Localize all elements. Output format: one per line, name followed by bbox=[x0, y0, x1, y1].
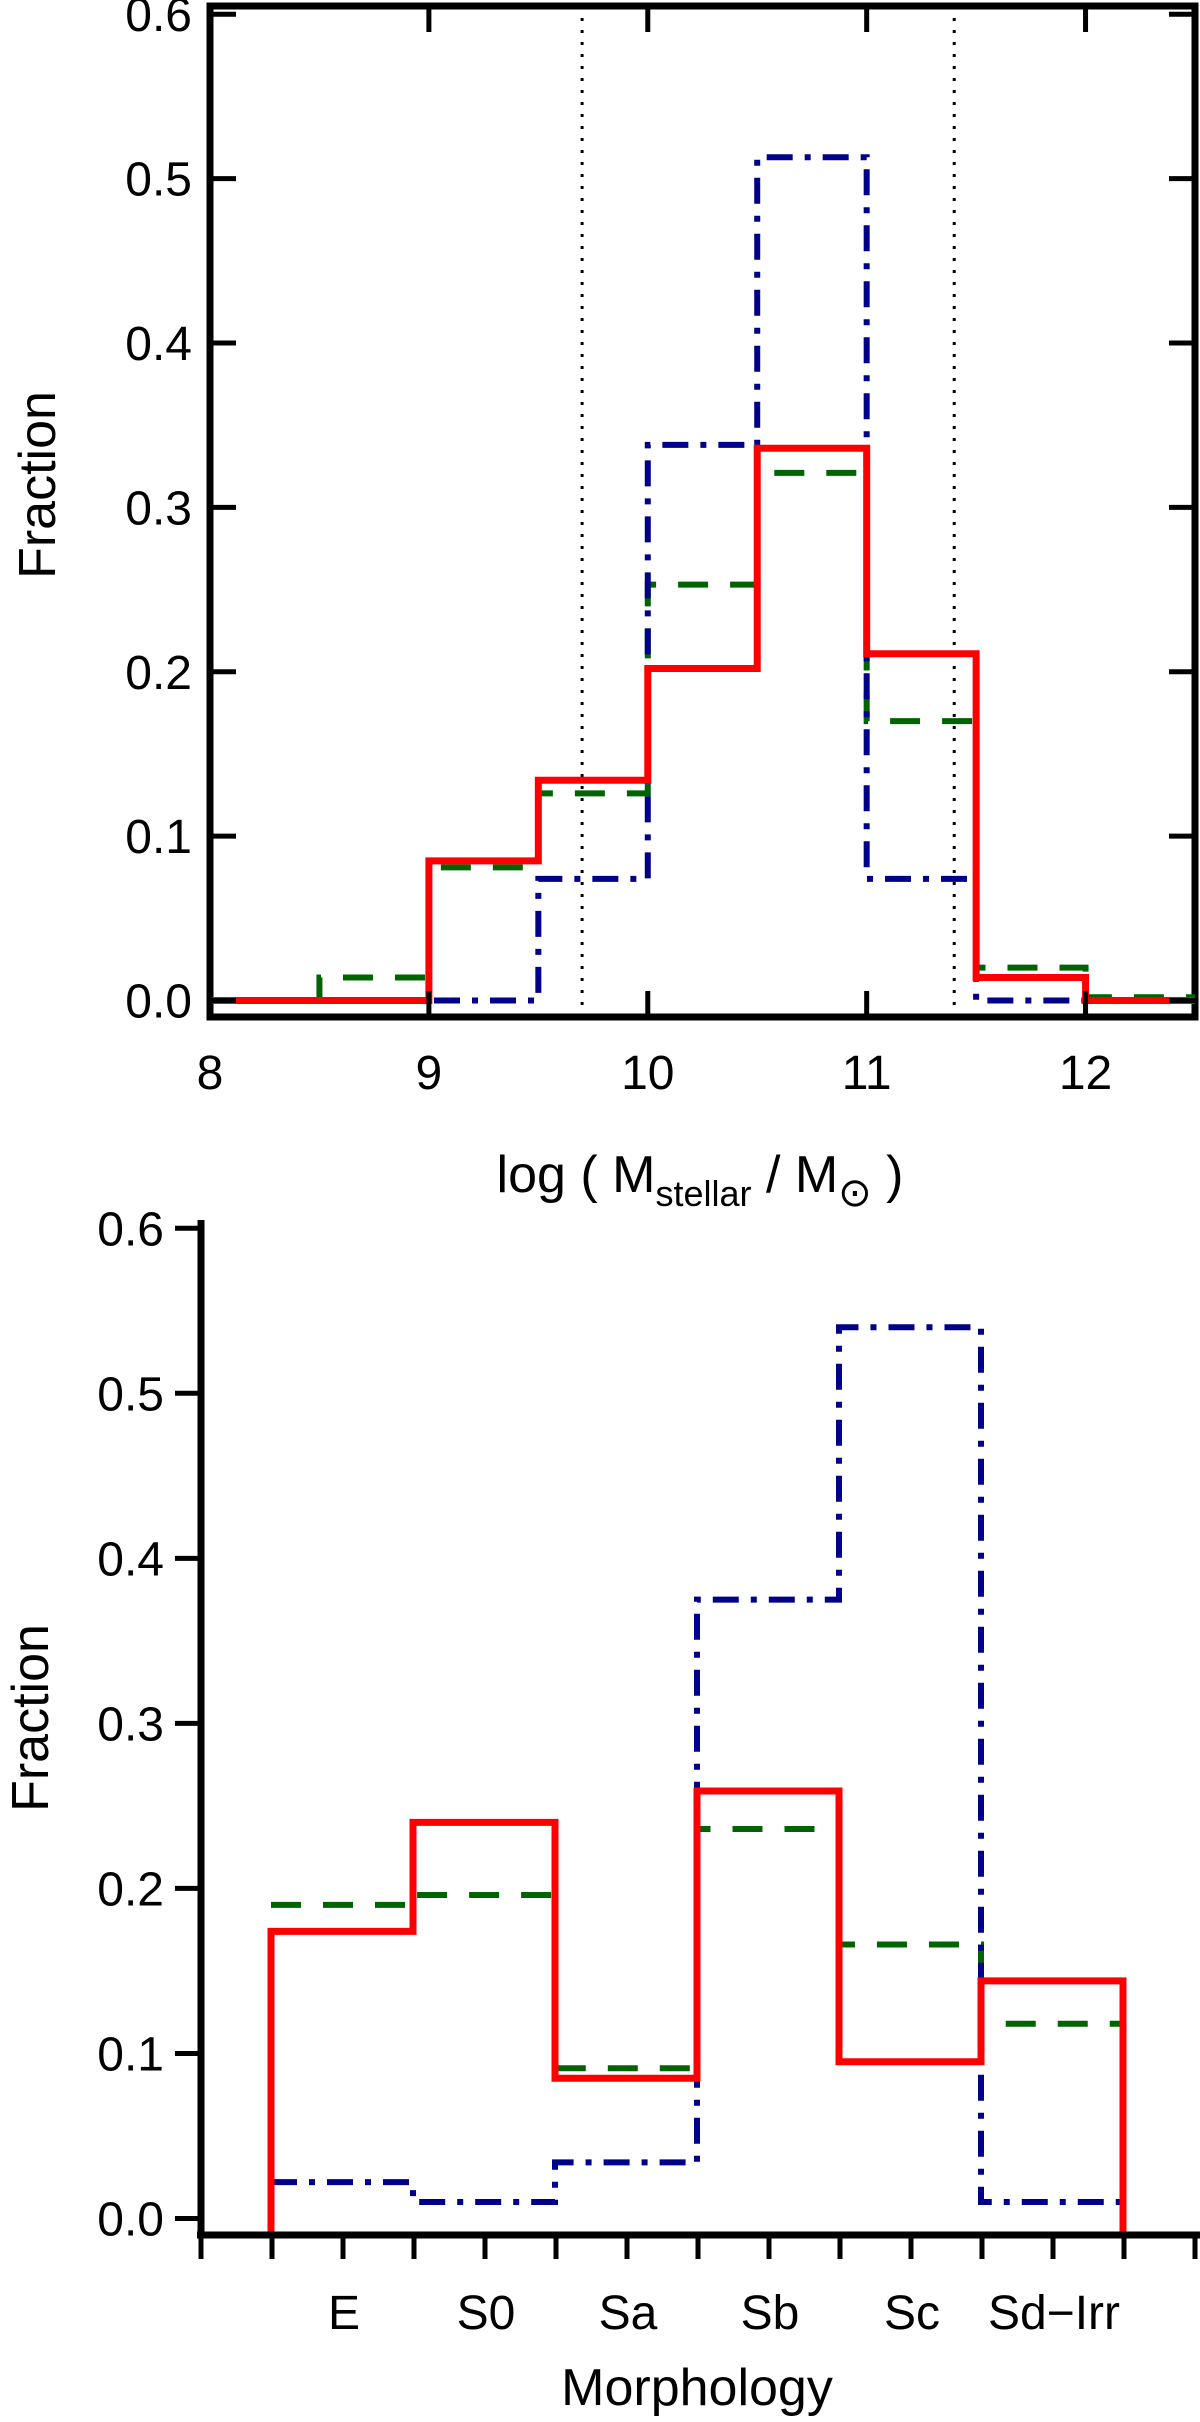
mass-series-green-dashed bbox=[210, 469, 1195, 1004]
morphology-category-label-4: Sc bbox=[884, 2287, 940, 2340]
mass-x-axis-title: log ( Mstellar / M⊙ ) bbox=[497, 1146, 904, 1215]
morphology-category-label-5: Sd−Irr bbox=[988, 2287, 1120, 2340]
morphology-x-axis-title: Morphology bbox=[561, 2359, 833, 2417]
morphology-category-label-0: E bbox=[328, 2287, 360, 2340]
mass-x-title-prefix: log ( M bbox=[497, 1146, 656, 1204]
mass-y-axis-title: Fraction bbox=[9, 391, 67, 579]
mass-y-tick-label-6: 0.6 bbox=[125, 0, 192, 42]
morphology-y-tick-label-4: 0.4 bbox=[97, 1533, 164, 1586]
morphology-series-red-solid bbox=[267, 1787, 1127, 2235]
mass-x-title-middle: / M bbox=[752, 1146, 839, 1204]
morphology-category-label-3: Sb bbox=[741, 2287, 800, 2340]
mass-y-tick-label-5: 0.5 bbox=[125, 154, 192, 207]
mass-y-tick-label-2: 0.2 bbox=[125, 647, 192, 700]
mass-x-title-sub1: stellar bbox=[655, 1173, 751, 1214]
morphology-y-axis-title: Fraction bbox=[2, 1624, 60, 1812]
mass-y-tick-label-0: 0.0 bbox=[125, 976, 192, 1029]
morphology-y-tick-label-1: 0.1 bbox=[97, 2028, 164, 2081]
morphology-y-tick-label-6: 0.6 bbox=[97, 1203, 164, 1256]
mass-plot-frame bbox=[206, 2, 1199, 1021]
mass-series-blue-dashdot bbox=[210, 154, 1195, 1004]
mass-x-title-sub2: ⊙ bbox=[838, 1171, 872, 1215]
morphology-y-tick-label-3: 0.3 bbox=[97, 1698, 164, 1751]
morphology-y-tick-label-5: 0.5 bbox=[97, 1368, 164, 1421]
mass-x-tick-label-2: 10 bbox=[621, 1047, 674, 1100]
morphology-histogram-panel: E S0 Sa Sb Sc Sd−Irr 0.0 0.1 0.2 0.3 0.4 0.5 0.6 Fra… bbox=[2, 1203, 1200, 2417]
morphology-category-label-1: S0 bbox=[457, 2287, 516, 2340]
mass-y-tick-label-4: 0.4 bbox=[125, 318, 192, 371]
mass-x-title-suffix: ) bbox=[872, 1146, 904, 1204]
mass-x-tick-label-0: 8 bbox=[197, 1047, 224, 1100]
mass-x-tick-label-1: 9 bbox=[416, 1047, 443, 1100]
mass-y-tick-label-3: 0.3 bbox=[125, 482, 192, 535]
mass-x-tick-label-4: 12 bbox=[1059, 1047, 1112, 1100]
mass-y-tick-label-1: 0.1 bbox=[125, 811, 192, 864]
mass-histogram-panel: 8 9 10 11 12 0.0 0.1 0.2 0.3 0.4 0.5 0.6 Fraction l… bbox=[9, 0, 1199, 1215]
morphology-category-label-2: Sa bbox=[599, 2287, 658, 2340]
morphology-y-tick-label-2: 0.2 bbox=[97, 1863, 164, 1916]
mass-x-tick-label-3: 11 bbox=[842, 1047, 892, 1100]
morphology-y-tick-label-0: 0.0 bbox=[97, 2193, 164, 2246]
mass-series-red-solid bbox=[210, 444, 1195, 1005]
